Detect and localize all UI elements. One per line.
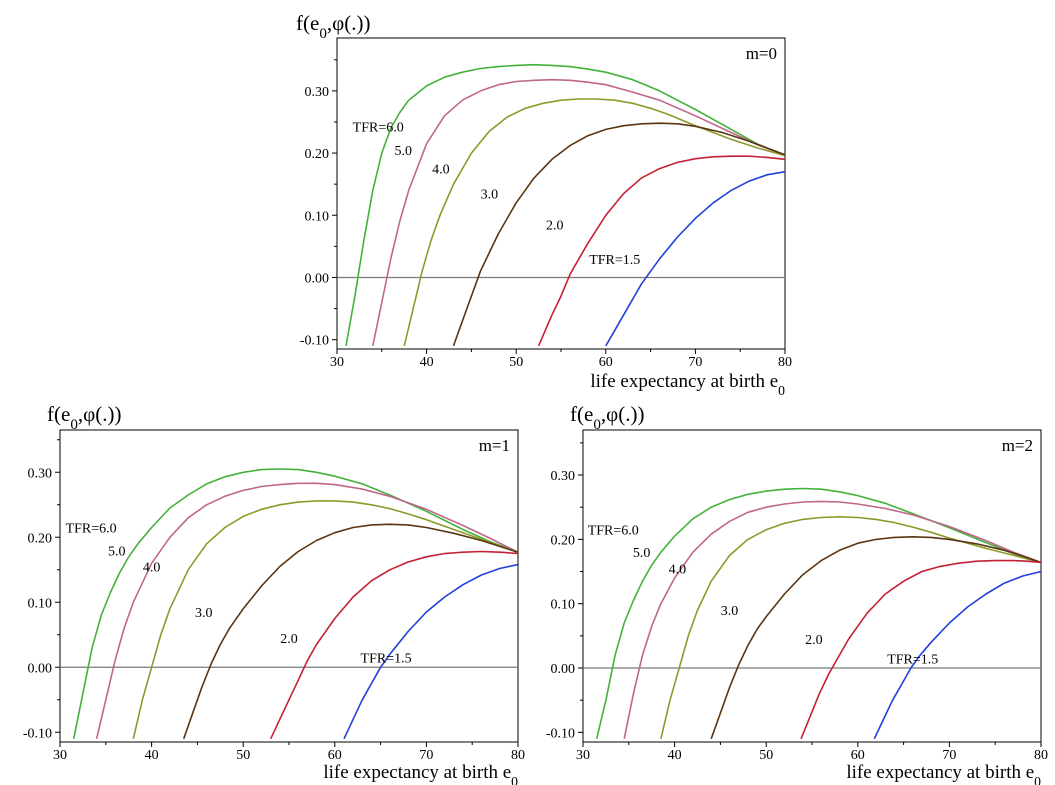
series-group [595, 487, 1041, 740]
panel-label: m=0 [746, 44, 777, 63]
y-tick-label: -0.10 [300, 334, 329, 349]
y-tick-label: 0.20 [551, 533, 576, 548]
series-label-0: TFR=6.0 [588, 524, 639, 539]
x-tick-label: 70 [419, 748, 433, 763]
x-tick-label: 40 [420, 355, 434, 370]
y-tick-label: 0.00 [28, 661, 53, 676]
series-label-2: 4.0 [432, 163, 450, 178]
x-tick-label: 50 [236, 748, 250, 763]
y-tick-label: 0.10 [551, 598, 576, 613]
series-label-2: 4.0 [669, 562, 687, 577]
series-line-2 [132, 500, 518, 739]
x-tick-label: 40 [668, 748, 682, 763]
series-line-2 [660, 516, 1041, 739]
plot-frame [336, 37, 786, 350]
series-line-3 [182, 523, 518, 740]
series-label-5: TFR=1.5 [887, 652, 938, 667]
panel-label: m=2 [1002, 436, 1033, 455]
series-line-0 [72, 468, 518, 739]
series-group [72, 468, 518, 740]
series-label-3: 3.0 [721, 604, 739, 619]
x-tick-label: 80 [778, 355, 792, 370]
x-axis-label: life expectancy at birth e0 [323, 762, 518, 785]
x-tick-label: 30 [53, 748, 67, 763]
y-axis-label: f(e0,φ(.)) [296, 11, 370, 42]
series-label-1: 5.0 [395, 144, 413, 159]
x-tick-label: 80 [511, 748, 525, 763]
x-tick-label: 60 [328, 748, 342, 763]
series-line-4 [800, 559, 1041, 740]
series-line-5 [605, 170, 785, 347]
series-label-4: 2.0 [546, 219, 564, 234]
y-tick-label: 0.30 [28, 466, 53, 481]
y-tick-label: 0.20 [305, 147, 330, 162]
x-axis-label: life expectancy at birth e0 [846, 762, 1041, 785]
y-tick-label: 0.10 [28, 596, 53, 611]
panel-m1: -0.10 0.00 0.10 0.20 0.30 30 40 50 60 70 80 TFR=6.0… [23, 402, 525, 785]
y-tick-label: 0.00 [551, 662, 576, 677]
series-label-1: 5.0 [633, 546, 651, 561]
series-line-1 [623, 500, 1041, 739]
x-tick-label: 60 [599, 355, 613, 370]
panel-m0: -0.10 0.00 0.10 0.20 0.30 30 40 50 60 70 80 TFR=6.0… [296, 11, 792, 398]
y-axis-label: f(e0,φ(.)) [47, 402, 121, 433]
series-line-4 [269, 550, 518, 740]
plot-frame [59, 429, 519, 743]
y-tick-label: 0.20 [28, 531, 53, 546]
y-tick-label: -0.10 [23, 726, 52, 741]
series-label-4: 2.0 [805, 633, 823, 648]
series-line-0 [595, 487, 1041, 739]
series-label-5: TFR=1.5 [589, 253, 640, 268]
x-tick-label: 50 [759, 748, 773, 763]
y-tick-label: -0.10 [546, 726, 575, 741]
y-tick-label: 0.10 [305, 209, 330, 224]
x-tick-label: 30 [576, 748, 590, 763]
series-line-1 [95, 482, 518, 739]
series-line-5 [873, 570, 1041, 740]
plot-frame [582, 429, 1042, 743]
series-line-4 [537, 155, 785, 347]
series-label-0: TFR=6.0 [353, 120, 404, 135]
series-line-0 [345, 63, 785, 347]
series-line-5 [343, 563, 518, 740]
y-axis-label: f(e0,φ(.)) [570, 402, 644, 433]
y-tick-label: 0.00 [305, 271, 330, 286]
series-label-1: 5.0 [108, 544, 126, 559]
series-label-2: 4.0 [143, 561, 161, 576]
x-tick-label: 70 [942, 748, 956, 763]
x-tick-label: 50 [509, 355, 523, 370]
series-line-2 [403, 98, 785, 347]
series-label-3: 3.0 [195, 606, 213, 621]
series-label-0: TFR=6.0 [66, 522, 117, 537]
y-tick-label: 0.30 [551, 469, 576, 484]
panel-label: m=1 [479, 436, 510, 455]
series-line-3 [710, 536, 1041, 740]
series-group [345, 63, 785, 347]
x-axis-label: life expectancy at birth e0 [590, 371, 785, 398]
series-line-1 [372, 78, 785, 347]
x-tick-label: 40 [145, 748, 159, 763]
series-line-3 [452, 122, 785, 347]
series-label-4: 2.0 [280, 632, 298, 647]
x-tick-label: 60 [851, 748, 865, 763]
y-tick-label: 0.30 [305, 85, 330, 100]
x-tick-label: 30 [330, 355, 344, 370]
x-tick-label: 80 [1034, 748, 1048, 763]
series-label-3: 3.0 [481, 188, 499, 203]
panel-m2: -0.10 0.00 0.10 0.20 0.30 30 40 50 60 70 80 TFR=6.0… [546, 402, 1048, 785]
x-tick-label: 70 [688, 355, 702, 370]
series-label-5: TFR=1.5 [361, 652, 412, 667]
